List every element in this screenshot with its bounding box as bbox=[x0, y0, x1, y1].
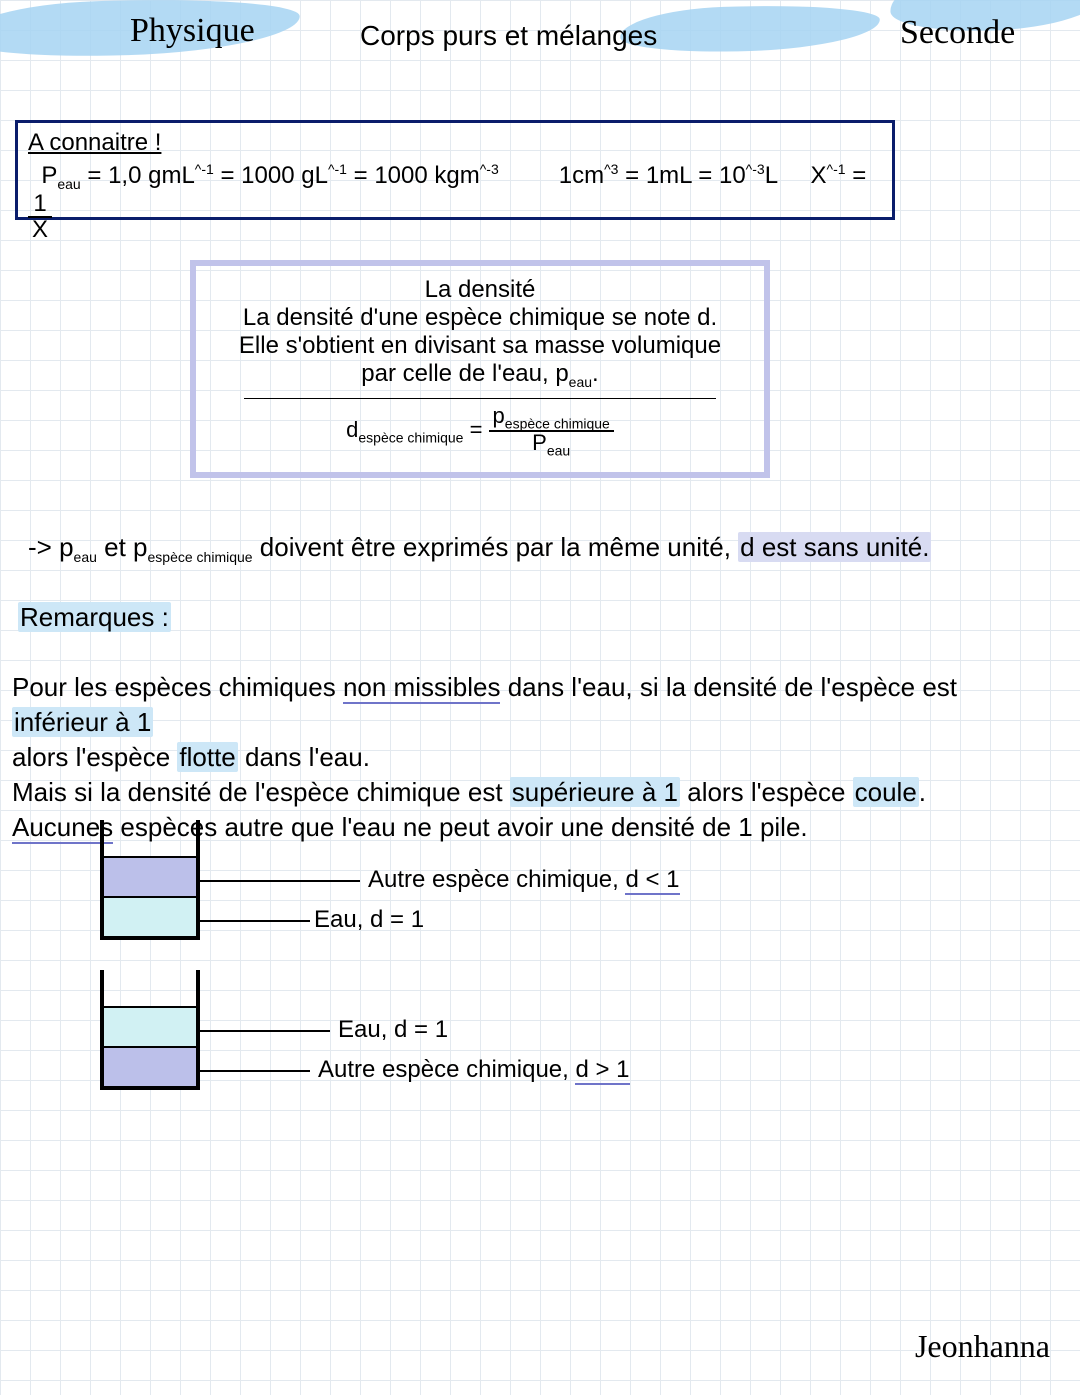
exponent: ^-1 bbox=[827, 161, 846, 177]
remarks-heading: Remarques : bbox=[18, 600, 171, 635]
connector-line bbox=[200, 880, 360, 882]
divider bbox=[244, 398, 716, 399]
text: . bbox=[919, 777, 926, 807]
fraction: 1X bbox=[28, 192, 52, 242]
exponent: ^-1 bbox=[195, 161, 214, 177]
fraction-bot: Peau bbox=[489, 432, 614, 457]
layer-bottom bbox=[104, 1046, 196, 1086]
diagram-label: Autre espèce chimique, d > 1 bbox=[318, 1056, 630, 1084]
know-title: A connaitre ! bbox=[28, 129, 882, 157]
fraction-top: pespèce chimique bbox=[489, 405, 614, 432]
fraction-bot: X bbox=[28, 218, 52, 242]
highlighted-text: supérieure à 1 bbox=[510, 777, 680, 807]
text: dans l'eau. bbox=[238, 742, 370, 772]
underlined-text: non missibles bbox=[343, 672, 501, 704]
text: L bbox=[765, 162, 777, 189]
text: X bbox=[811, 162, 827, 189]
beaker bbox=[100, 820, 200, 940]
text: = bbox=[846, 162, 867, 189]
text: p bbox=[59, 532, 73, 562]
diagram-label: Eau, d = 1 bbox=[314, 906, 424, 934]
text: = 1mL = 10 bbox=[618, 162, 745, 189]
know-formula: Peau = 1,0 gmL^-1 = 1000 gL^-1 = 1000 kg… bbox=[28, 161, 882, 242]
subscript: eau bbox=[569, 374, 592, 390]
text: alors l'espèce bbox=[12, 742, 177, 772]
fraction-top: 1 bbox=[28, 192, 52, 218]
beaker bbox=[100, 970, 200, 1090]
header-subject: Physique bbox=[130, 12, 255, 50]
text: Autre espèce chimique, bbox=[318, 1056, 575, 1083]
text: dans l'eau, si la densité de l'espèce es… bbox=[500, 672, 957, 702]
density-title: La densité bbox=[214, 276, 746, 304]
text: = bbox=[463, 417, 488, 442]
text: p bbox=[493, 403, 505, 428]
exponent: ^-3 bbox=[480, 161, 499, 177]
underlined-text: d > 1 bbox=[575, 1056, 629, 1085]
subscript-eau: eau bbox=[57, 176, 80, 192]
connector-line bbox=[200, 1070, 310, 1072]
know-box: A connaitre ! Peau = 1,0 gmL^-1 = 1000 g… bbox=[15, 120, 895, 220]
text: p bbox=[133, 532, 147, 562]
diagram-label: Eau, d = 1 bbox=[338, 1016, 448, 1044]
text: par celle de l'eau, p bbox=[361, 360, 568, 387]
layer-top bbox=[104, 1006, 196, 1046]
text: doivent être exprimés par la même unité, bbox=[253, 532, 739, 562]
text: Autre espèce chimique, bbox=[368, 866, 625, 893]
arrow: -> bbox=[28, 532, 59, 562]
layer-bottom bbox=[104, 896, 196, 936]
text: = 1000 kgm bbox=[347, 162, 480, 189]
text: = 1,0 gmL bbox=[81, 162, 195, 189]
subscript: espèce chimique bbox=[148, 549, 253, 565]
connector-line bbox=[200, 1030, 330, 1032]
text: et bbox=[97, 532, 133, 562]
symbol-p: P bbox=[41, 162, 57, 189]
text: alors l'espèce bbox=[680, 777, 853, 807]
underlined-text: Aucunes bbox=[12, 812, 113, 844]
exponent: ^3 bbox=[604, 161, 618, 177]
density-formula: despèce chimique = pespèce chimiquePeau bbox=[214, 405, 746, 458]
highlighted-text: flotte bbox=[177, 742, 237, 772]
density-line: Elle s'obtient en divisant sa masse volu… bbox=[214, 332, 746, 360]
underlined-text: d < 1 bbox=[625, 866, 679, 895]
exponent: ^-1 bbox=[328, 161, 347, 177]
header-level: Seconde bbox=[900, 14, 1015, 52]
density-box: La densité La densité d'une espèce chimi… bbox=[190, 260, 770, 478]
density-line: par celle de l'eau, peau. bbox=[214, 360, 746, 390]
beaker-diagram-sink: Eau, d = 1 Autre espèce chimique, d > 1 bbox=[100, 970, 1000, 1090]
text: P bbox=[532, 430, 547, 455]
subscript: eau bbox=[74, 549, 97, 565]
decor-swoosh bbox=[619, 1, 880, 55]
fraction: pespèce chimiquePeau bbox=[489, 405, 614, 458]
text: Pour les espèces chimiques bbox=[12, 672, 343, 702]
text: 1cm bbox=[559, 162, 604, 189]
highlighted-text: coule bbox=[853, 777, 919, 807]
signature: Jeonhanna bbox=[915, 1328, 1050, 1365]
connector-line bbox=[200, 920, 310, 922]
highlighted-text: d est sans unité. bbox=[738, 532, 931, 562]
text: Mais si la densité de l'espèce chimique … bbox=[12, 777, 510, 807]
text: = 1000 gL bbox=[214, 162, 328, 189]
header-title: Corps purs et mélanges bbox=[360, 20, 657, 52]
highlighted-text: inférieur à 1 bbox=[12, 707, 153, 737]
exponent: ^-3 bbox=[746, 161, 765, 177]
diagram-label: Autre espèce chimique, d < 1 bbox=[368, 866, 680, 894]
text: d bbox=[346, 417, 358, 442]
subscript: espèce chimique bbox=[358, 429, 463, 445]
subscript: eau bbox=[547, 443, 570, 459]
text: . bbox=[592, 360, 599, 387]
layer-top bbox=[104, 856, 196, 896]
density-line: La densité d'une espèce chimique se note… bbox=[214, 304, 746, 332]
unit-note: -> peau et pespèce chimique doivent être… bbox=[28, 530, 1028, 567]
beaker-diagram-float: Autre espèce chimique, d < 1 Eau, d = 1 bbox=[100, 820, 1000, 940]
highlighted-text: Remarques : bbox=[18, 602, 171, 632]
subscript: espèce chimique bbox=[505, 415, 610, 431]
